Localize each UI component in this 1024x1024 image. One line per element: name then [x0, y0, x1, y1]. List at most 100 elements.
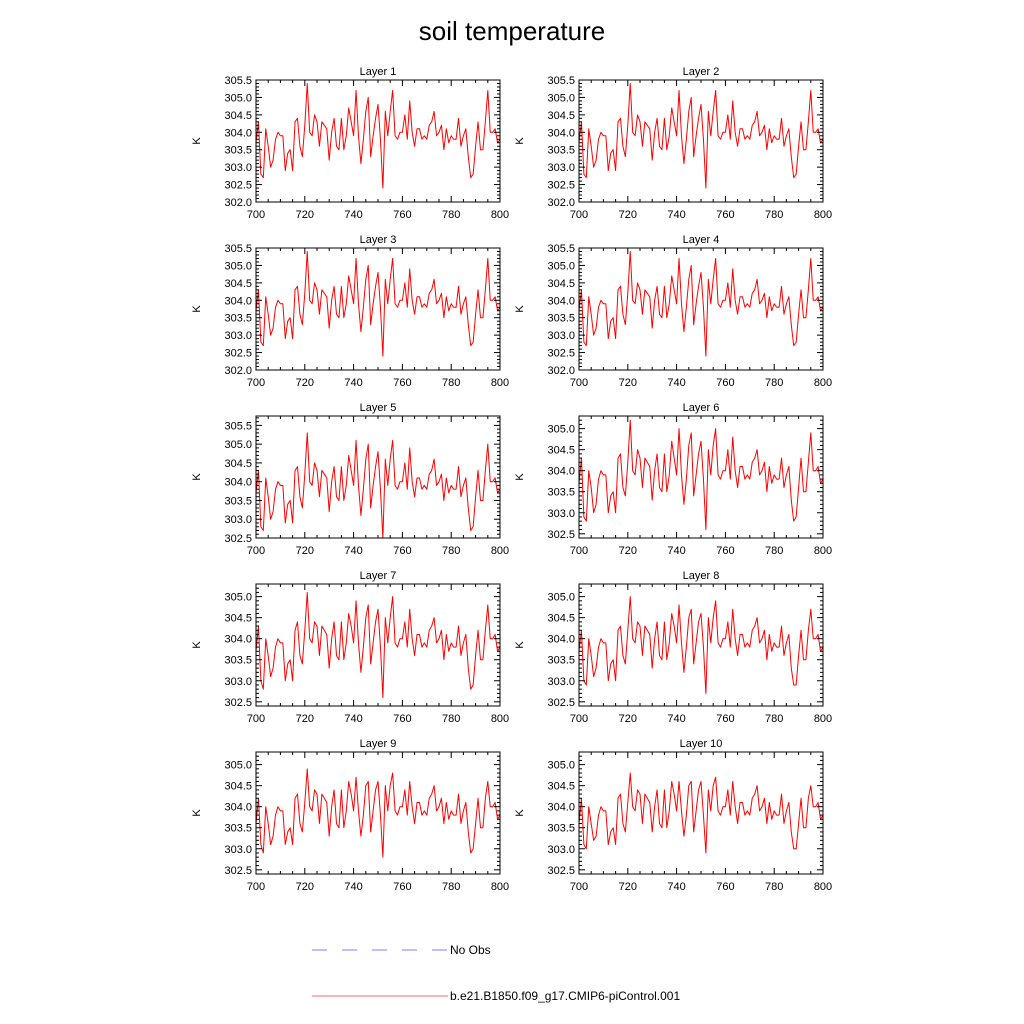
x-tick-label: 760 — [716, 545, 734, 557]
panel-10: Layer 10 K 700 720 740 760 780 800 302.5 303.0 303… — [514, 738, 832, 893]
panel-3: Layer 3 K 700 720 740 760 780 800 302.0 302.5 303.… — [191, 234, 509, 389]
panel-title: Layer 9 — [360, 738, 397, 750]
legend: No Obs b.e21.B1850.f09_g17.CMIP6-piContro… — [312, 943, 680, 1003]
panel-title: Layer 5 — [360, 402, 397, 414]
x-tick-label: 720 — [296, 713, 314, 725]
series-line — [256, 250, 500, 357]
y-tick-label: 303.0 — [547, 508, 575, 520]
x-tick-label: 780 — [442, 545, 460, 557]
y-tick-label: 303.5 — [547, 145, 575, 157]
y-tick-label: 302.0 — [547, 365, 575, 377]
x-tick-label: 740 — [344, 881, 362, 893]
x-tick-label: 700 — [570, 209, 588, 221]
y-tick-label: 302.5 — [547, 697, 575, 709]
y-tick-label: 303.0 — [547, 844, 575, 856]
x-tick-label: 760 — [716, 881, 734, 893]
plot-frame — [578, 247, 824, 371]
panel-title: Layer 4 — [683, 234, 720, 246]
y-tick-label: 302.5 — [224, 180, 252, 192]
x-tick-label: 740 — [667, 209, 685, 221]
panel-7: Layer 7 K 700 720 740 760 780 800 302.5 303.0 303.… — [191, 570, 509, 725]
x-tick-label: 800 — [491, 209, 509, 221]
series-line — [579, 419, 823, 531]
plot-frame — [255, 415, 501, 539]
x-tick-label: 720 — [296, 545, 314, 557]
y-tick-label: 304.0 — [547, 466, 575, 478]
x-tick-label: 800 — [814, 881, 832, 893]
y-tick-label: 305.5 — [224, 75, 252, 87]
x-tick-label: 700 — [570, 377, 588, 389]
y-tick-label: 303.5 — [224, 495, 252, 507]
y-tick-label: 305.5 — [224, 243, 252, 255]
y-tick-label: 303.0 — [224, 514, 252, 526]
legend-label: No Obs — [450, 943, 491, 957]
y-tick-label: 304.5 — [547, 445, 575, 457]
panel-9: Layer 9 K 700 720 740 760 780 800 302.5 303.0 303.… — [191, 738, 509, 893]
series-line — [579, 82, 823, 189]
x-tick-label: 740 — [344, 545, 362, 557]
x-tick-label: 800 — [491, 713, 509, 725]
y-tick-label: 305.5 — [547, 243, 575, 255]
y-tick-label: 303.5 — [547, 823, 575, 835]
x-tick-label: 740 — [344, 713, 362, 725]
y-tick-label: 302.0 — [224, 197, 252, 209]
y-tick-label: 304.5 — [224, 110, 252, 122]
series-line — [256, 432, 500, 538]
y-tick-label: 303.0 — [547, 676, 575, 688]
legend-label: b.e21.B1850.f09_g17.CMIP6-piControl.001 — [450, 989, 680, 1003]
y-tick-label: 303.0 — [224, 162, 252, 174]
x-tick-label: 740 — [344, 209, 362, 221]
y-tick-label: 304.5 — [224, 613, 252, 625]
y-axis-label: K — [191, 473, 203, 481]
x-tick-label: 800 — [814, 377, 832, 389]
plot-frame — [255, 583, 501, 707]
x-tick-label: 800 — [814, 713, 832, 725]
y-tick-label: 303.0 — [547, 162, 575, 174]
x-tick-label: 740 — [667, 377, 685, 389]
y-tick-label: 305.0 — [224, 92, 252, 104]
series-line — [579, 250, 823, 357]
series-line — [256, 82, 500, 189]
x-tick-label: 700 — [247, 881, 265, 893]
y-tick-label: 303.5 — [547, 655, 575, 667]
x-tick-label: 700 — [247, 377, 265, 389]
y-tick-label: 304.5 — [224, 781, 252, 793]
y-axis-label: K — [514, 809, 526, 817]
y-tick-label: 302.5 — [224, 865, 252, 877]
y-tick-label: 305.0 — [547, 260, 575, 272]
y-tick-label: 304.0 — [224, 295, 252, 307]
x-tick-label: 700 — [247, 209, 265, 221]
x-tick-label: 800 — [491, 545, 509, 557]
y-axis-label: K — [191, 137, 203, 145]
y-tick-label: 303.0 — [224, 676, 252, 688]
y-tick-label: 304.0 — [547, 634, 575, 646]
series-line — [256, 591, 500, 699]
panel-title: Layer 3 — [360, 234, 397, 246]
y-tick-label: 302.5 — [547, 865, 575, 877]
x-tick-label: 700 — [247, 545, 265, 557]
series-line — [579, 772, 823, 854]
x-tick-label: 700 — [570, 545, 588, 557]
y-tick-label: 305.0 — [547, 760, 575, 772]
x-tick-label: 740 — [667, 881, 685, 893]
y-tick-label: 304.0 — [547, 802, 575, 814]
y-tick-label: 304.5 — [224, 458, 252, 470]
x-tick-label: 740 — [667, 545, 685, 557]
series-line — [256, 768, 500, 858]
y-tick-label: 304.0 — [224, 127, 252, 139]
y-axis-label: K — [514, 641, 526, 649]
x-tick-label: 780 — [765, 881, 783, 893]
x-tick-label: 780 — [765, 545, 783, 557]
panel-title: Layer 6 — [683, 402, 720, 414]
x-tick-label: 720 — [619, 377, 637, 389]
y-tick-label: 305.5 — [224, 420, 252, 432]
y-tick-label: 302.5 — [547, 348, 575, 360]
y-tick-label: 302.5 — [224, 348, 252, 360]
y-tick-label: 302.5 — [224, 533, 252, 545]
y-tick-label: 303.5 — [547, 487, 575, 499]
x-tick-label: 760 — [393, 713, 411, 725]
x-tick-label: 720 — [296, 209, 314, 221]
y-tick-label: 302.0 — [224, 365, 252, 377]
y-axis-label: K — [191, 305, 203, 313]
